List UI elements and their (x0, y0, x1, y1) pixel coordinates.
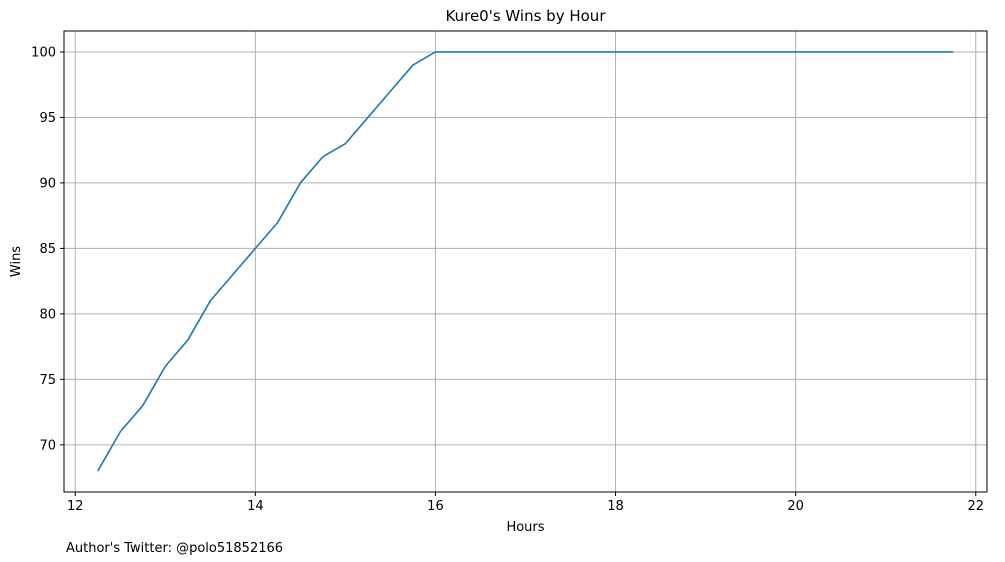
y-tick-label: 75 (39, 373, 56, 388)
series-layer (97, 51, 954, 472)
grid-lines (64, 31, 987, 492)
x-tick-label: 14 (247, 499, 264, 514)
x-tick-label: 20 (787, 499, 804, 514)
author-credit: Author's Twitter: @polo51852166 (66, 541, 283, 556)
y-tick-label: 70 (39, 438, 56, 453)
y-tick-label: 85 (39, 242, 56, 257)
series-line (97, 51, 954, 472)
x-axis-label: Hours (506, 520, 544, 535)
x-tick-label: 16 (427, 499, 444, 514)
plot-frame (63, 30, 988, 493)
y-tick-label: 95 (39, 111, 56, 126)
x-tick-label: 12 (67, 499, 84, 514)
x-tick-label: 22 (967, 499, 984, 514)
x-tick-label: 18 (607, 499, 624, 514)
chart-title: Kure0's Wins by Hour (446, 7, 607, 25)
y-tick-label: 90 (39, 176, 56, 191)
axis-ticks: 12 14 16 18 20 22 70 75 80 85 90 95 100 (31, 45, 984, 514)
y-axis-label: Wins (9, 246, 24, 277)
y-tick-label: 80 (39, 307, 56, 322)
y-tick-label: 100 (31, 45, 56, 60)
